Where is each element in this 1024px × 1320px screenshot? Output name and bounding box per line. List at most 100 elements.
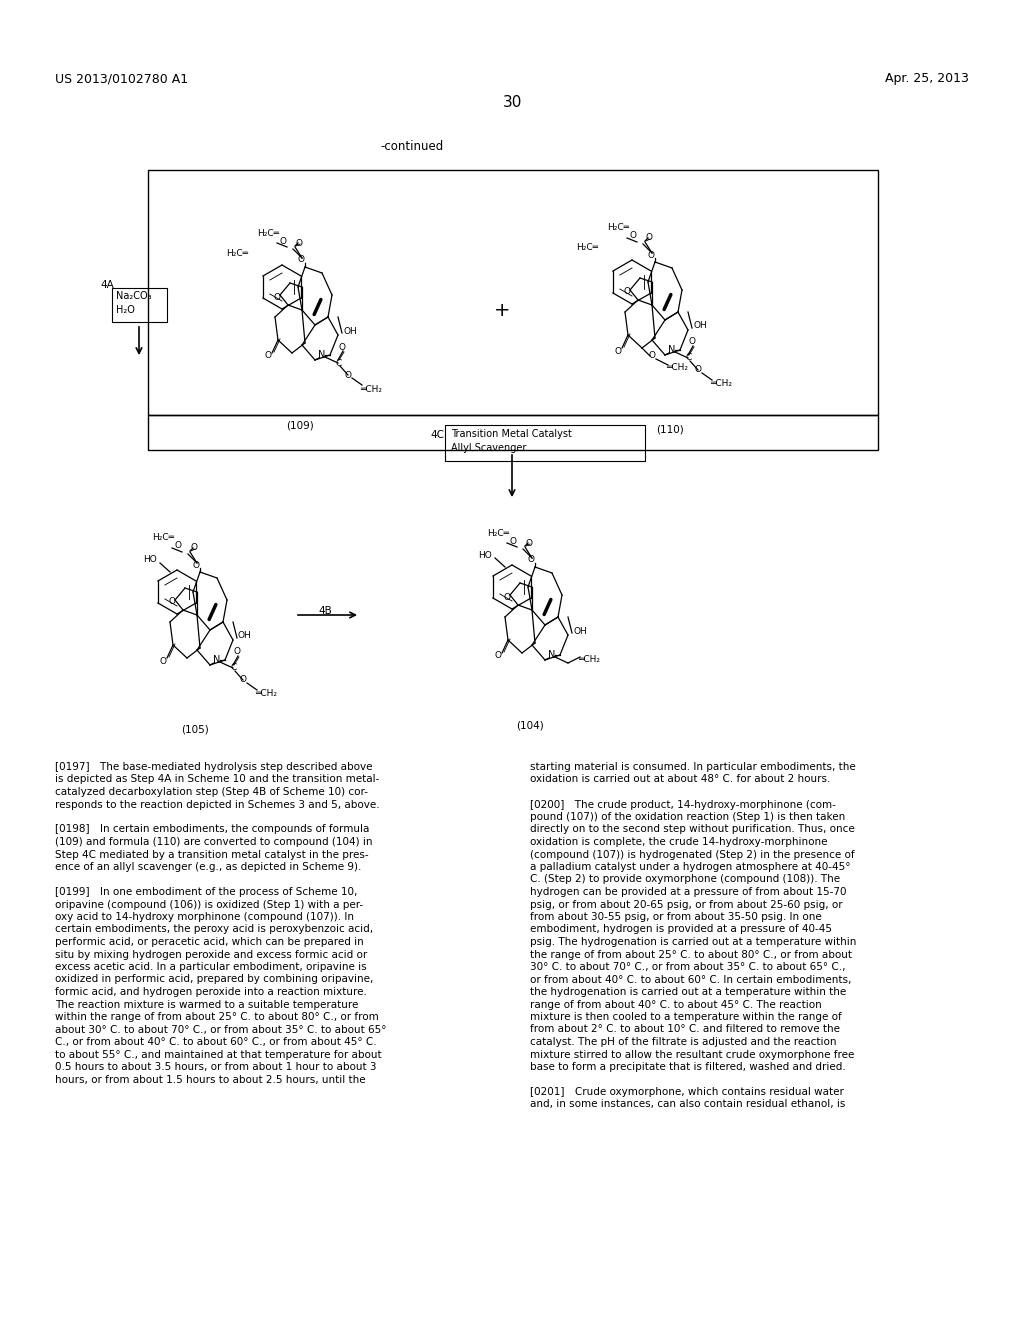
Text: to about 55° C., and maintained at that temperature for about: to about 55° C., and maintained at that … <box>55 1049 382 1060</box>
Text: O: O <box>190 544 198 553</box>
Text: (104): (104) <box>516 719 544 730</box>
Text: OH: OH <box>238 631 252 640</box>
Text: O: O <box>240 676 247 685</box>
Text: O: O <box>339 342 345 351</box>
Text: mixture stirred to allow the resultant crude oxymorphone free: mixture stirred to allow the resultant c… <box>530 1049 854 1060</box>
Text: H₂C═: H₂C═ <box>152 533 174 543</box>
Text: ═CH₂: ═CH₂ <box>710 380 732 388</box>
Bar <box>148 170 878 414</box>
Text: (109) and formula (110) are converted to compound (104) in: (109) and formula (110) are converted to… <box>55 837 373 847</box>
Text: [0201] Crude oxymorphone, which contains residual water: [0201] Crude oxymorphone, which contains… <box>530 1086 844 1097</box>
Text: H₂C═: H₂C═ <box>226 248 248 257</box>
Text: US 2013/0102780 A1: US 2013/0102780 A1 <box>55 73 188 84</box>
Text: O: O <box>645 234 652 243</box>
Text: O: O <box>527 556 535 565</box>
Text: O: O <box>495 652 502 660</box>
Text: H₂C═: H₂C═ <box>607 223 629 232</box>
Text: ═CH₂: ═CH₂ <box>666 363 688 372</box>
Text: O: O <box>647 251 654 260</box>
Text: O: O <box>510 536 516 545</box>
Text: ═CH₂: ═CH₂ <box>255 689 278 698</box>
Text: catalyzed decarboxylation step (Step 4B of Scheme 10) cor-: catalyzed decarboxylation step (Step 4B … <box>55 787 368 797</box>
Text: [0198] In certain embodiments, the compounds of formula: [0198] In certain embodiments, the compo… <box>55 825 370 834</box>
Text: OH: OH <box>693 322 707 330</box>
Text: The reaction mixture is warmed to a suitable temperature: The reaction mixture is warmed to a suit… <box>55 999 358 1010</box>
Text: Na₂CO₃: Na₂CO₃ <box>116 290 152 301</box>
Text: ═CH₂: ═CH₂ <box>360 384 382 393</box>
Text: [0199] In one embodiment of the process of Scheme 10,: [0199] In one embodiment of the process … <box>55 887 357 898</box>
Bar <box>148 414 878 450</box>
Text: O: O <box>273 293 281 301</box>
Text: +: + <box>494 301 510 319</box>
Bar <box>112 288 167 322</box>
Text: Step 4C mediated by a transition metal catalyst in the pres-: Step 4C mediated by a transition metal c… <box>55 850 369 859</box>
Text: 0.5 hours to about 3.5 hours, or from about 1 hour to about 3: 0.5 hours to about 3.5 hours, or from ab… <box>55 1063 377 1072</box>
Text: a palladium catalyst under a hydrogen atmosphere at 40-45°: a palladium catalyst under a hydrogen at… <box>530 862 851 873</box>
Text: hours, or from about 1.5 hours to about 2.5 hours, until the: hours, or from about 1.5 hours to about … <box>55 1074 366 1085</box>
Text: N: N <box>213 655 221 665</box>
Text: N: N <box>318 350 326 360</box>
Text: ═CH₂: ═CH₂ <box>578 656 600 664</box>
Text: (compound (107)) is hydrogenated (Step 2) in the presence of: (compound (107)) is hydrogenated (Step 2… <box>530 850 855 859</box>
Text: OH: OH <box>573 627 587 635</box>
Text: range of from about 40° C. to about 45° C. The reaction: range of from about 40° C. to about 45° … <box>530 999 821 1010</box>
Text: O: O <box>264 351 271 360</box>
Text: O: O <box>688 338 695 346</box>
Text: C., or from about 40° C. to about 60° C., or from about 45° C.: C., or from about 40° C. to about 60° C.… <box>55 1038 377 1047</box>
Text: O: O <box>298 256 304 264</box>
Text: psig. The hydrogenation is carried out at a temperature within: psig. The hydrogenation is carried out a… <box>530 937 856 946</box>
Text: certain embodiments, the peroxy acid is peroxybenzoic acid,: certain embodiments, the peroxy acid is … <box>55 924 373 935</box>
Text: O: O <box>296 239 302 248</box>
Text: Allyl Scavenger: Allyl Scavenger <box>451 444 526 453</box>
Text: C. (Step 2) to provide oxymorphone (compound (108)). The: C. (Step 2) to provide oxymorphone (comp… <box>530 874 840 884</box>
Text: C: C <box>686 354 692 363</box>
Text: 4B: 4B <box>318 606 332 616</box>
Text: 4C: 4C <box>430 430 444 440</box>
Text: pound (107)) of the oxidation reaction (Step 1) is then taken: pound (107)) of the oxidation reaction (… <box>530 812 845 822</box>
Text: -continued: -continued <box>380 140 443 153</box>
Text: performic acid, or peracetic acid, which can be prepared in: performic acid, or peracetic acid, which… <box>55 937 364 946</box>
Text: (109): (109) <box>286 420 314 430</box>
Text: O: O <box>648 351 655 360</box>
Text: psig, or from about 20-65 psig, or from about 25-60 psig, or: psig, or from about 20-65 psig, or from … <box>530 899 843 909</box>
Text: HO: HO <box>143 556 157 565</box>
Text: O: O <box>630 231 637 240</box>
Text: O: O <box>169 598 175 606</box>
Text: (105): (105) <box>181 725 209 735</box>
Text: O: O <box>174 541 181 550</box>
Text: N: N <box>548 649 556 660</box>
Text: oxy acid to 14-hydroxy morphinone (compound (107)). In: oxy acid to 14-hydroxy morphinone (compo… <box>55 912 354 921</box>
Text: [0197] The base-mediated hydrolysis step described above: [0197] The base-mediated hydrolysis step… <box>55 762 373 772</box>
Text: is depicted as Step 4A in Scheme 10 and the transition metal-: is depicted as Step 4A in Scheme 10 and … <box>55 775 379 784</box>
Text: within the range of from about 25° C. to about 80° C., or from: within the range of from about 25° C. to… <box>55 1012 379 1022</box>
Text: oxidation is complete, the crude 14-hydroxy-morphinone: oxidation is complete, the crude 14-hydr… <box>530 837 827 847</box>
Text: responds to the reaction depicted in Schemes 3 and 5, above.: responds to the reaction depicted in Sch… <box>55 800 380 809</box>
Text: excess acetic acid. In a particular embodiment, oripavine is: excess acetic acid. In a particular embo… <box>55 962 367 972</box>
Text: O: O <box>694 366 701 375</box>
Text: directly on to the second step without purification. Thus, once: directly on to the second step without p… <box>530 825 855 834</box>
Text: situ by mixing hydrogen peroxide and excess formic acid or: situ by mixing hydrogen peroxide and exc… <box>55 949 368 960</box>
Text: (110): (110) <box>656 425 684 436</box>
Text: [0200] The crude product, 14-hydroxy-morphinone (com-: [0200] The crude product, 14-hydroxy-mor… <box>530 800 836 809</box>
Text: H₂C═: H₂C═ <box>487 528 509 537</box>
Text: O: O <box>160 656 167 665</box>
Text: O: O <box>344 371 351 380</box>
Text: ence of an allyl scavenger (e.g., as depicted in Scheme 9).: ence of an allyl scavenger (e.g., as dep… <box>55 862 361 873</box>
Text: 30: 30 <box>503 95 521 110</box>
Text: H₂C═: H₂C═ <box>575 243 598 252</box>
Text: embodiment, hydrogen is provided at a pressure of 40-45: embodiment, hydrogen is provided at a pr… <box>530 924 831 935</box>
Text: formic acid, and hydrogen peroxide into a reaction mixture.: formic acid, and hydrogen peroxide into … <box>55 987 367 997</box>
Text: oxidized in performic acid, prepared by combining oripavine,: oxidized in performic acid, prepared by … <box>55 974 374 985</box>
Text: O: O <box>504 593 511 602</box>
Text: or from about 40° C. to about 60° C. In certain embodiments,: or from about 40° C. to about 60° C. In … <box>530 974 851 985</box>
Text: OH: OH <box>343 326 356 335</box>
Text: Apr. 25, 2013: Apr. 25, 2013 <box>885 73 969 84</box>
Text: H₂O: H₂O <box>116 305 135 315</box>
Text: and, in some instances, can also contain residual ethanol, is: and, in some instances, can also contain… <box>530 1100 846 1110</box>
Text: N: N <box>669 345 676 355</box>
Text: O: O <box>280 236 287 246</box>
Text: C: C <box>230 664 238 672</box>
Text: O: O <box>193 561 200 569</box>
Text: about 30° C. to about 70° C., or from about 35° C. to about 65°: about 30° C. to about 70° C., or from ab… <box>55 1024 386 1035</box>
Text: hydrogen can be provided at a pressure of from about 15-70: hydrogen can be provided at a pressure o… <box>530 887 847 898</box>
